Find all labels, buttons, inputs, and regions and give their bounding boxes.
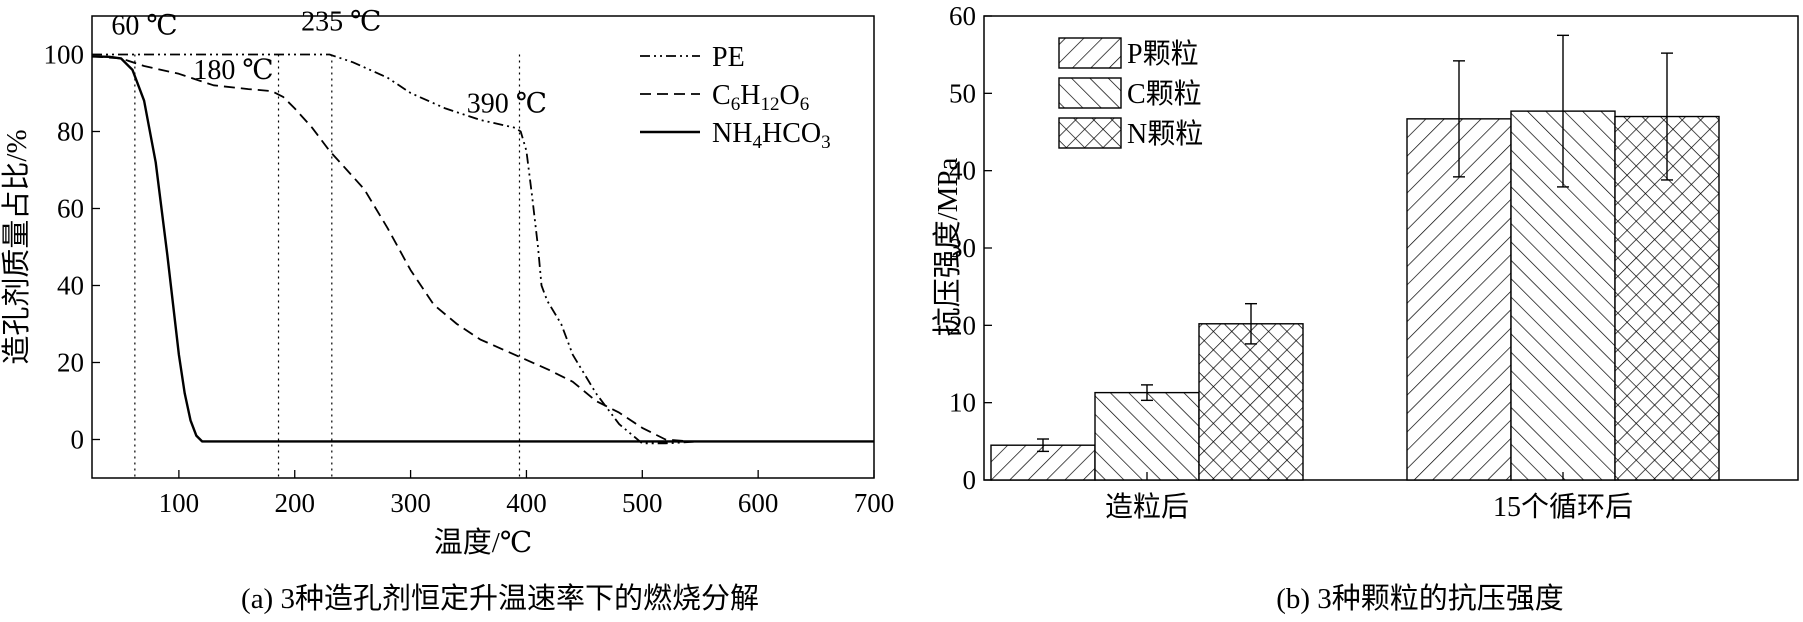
chart-b-ticks: 0 10 20 30 40 50 60 造粒后 15个循环后 [949,1,1633,523]
chart-b-bar [1406,118,1512,481]
chart-b-legend-swatch [1058,77,1122,109]
chart-b: 0 10 20 30 40 50 60 造粒后 15个循环后 P颗粒 C颗粒 N颗粒 抗压强度/MP… [931,1,1799,615]
chart-a-x-tick-label: 500 [622,488,663,518]
chart-b-y-tick-label: 30 [949,233,976,263]
chart-a-annotation: 235 ℃ [301,7,381,38]
chart-a-series-line [92,53,874,445]
chart-a-x-tick-label: 200 [274,488,315,518]
chart-a-annotation: 180 ℃ [193,55,273,86]
chart-b-y-tick-label: 20 [949,310,976,340]
chart-b-y-tick-label: 0 [963,465,977,495]
chart-a-x-tick-label: 600 [738,488,779,518]
chart-a-legend-label: PE [712,42,745,73]
chart-a-legend-label: NH4HCO3 [712,118,831,153]
chart-a-legend-label: C6H12O6 [712,80,809,115]
chart-a-y-tick-label: 20 [57,348,84,378]
chart-b-legend-label: N颗粒 [1127,118,1203,150]
chart-a-x-tick-label: 300 [390,488,431,518]
chart-b-legend-label: P颗粒 [1127,38,1199,70]
chart-b-x-tick-label: 造粒后 [1105,491,1189,523]
chart-a-x-axis-label: 温度/℃ [434,526,533,559]
chart-b-y-tick-label: 50 [949,78,976,108]
chart-a-y-tick-label: 40 [57,271,84,301]
chart-a-plot-frame [91,15,875,479]
chart-a-y-tick-label: 0 [71,425,85,455]
chart-b-bar [1094,391,1200,481]
chart-b-bars [990,34,1720,481]
chart-a-x-tick-label: 400 [506,488,547,518]
chart-a-reference-lines [134,54,521,478]
chart-b-legend: P颗粒 C颗粒 N颗粒 [1058,37,1203,150]
chart-b-y-tick-label: 10 [949,388,976,418]
chart-b-legend-swatch [1058,37,1122,69]
chart-a-annotation: 60 ℃ [111,11,177,42]
chart-b-x-tick-label: 15个循环后 [1493,491,1633,523]
chart-a-series-line [91,55,874,443]
caption-b: (b) 3种颗粒的抗压强度 [1276,582,1564,615]
chart-a-y-tick-label: 80 [57,117,84,147]
chart-a-x-tick-label: 700 [854,488,895,518]
chart-a-x-tick-label: 100 [159,488,200,518]
chart-b-bar [1198,323,1304,481]
chart-a: 100 200 300 400 500 600 700 0 20 40 60 80 100 60 ℃ 18… [0,7,894,615]
chart-a-series-line [91,55,874,443]
chart-b-y-axis-label: 抗压强度/MPa [931,157,964,336]
chart-a-annotation: 390 ℃ [467,89,547,120]
chart-a-series [91,53,874,445]
chart-a-y-tick-label: 60 [57,194,84,224]
chart-b-legend-swatch [1058,117,1122,149]
chart-a-y-tick-label: 100 [44,40,85,70]
chart-b-legend-label: C颗粒 [1127,78,1202,110]
chart-a-y-axis-label: 造孔剂质量占比/% [0,129,33,364]
caption-a: (a) 3种造孔剂恒定升温速率下的燃烧分解 [241,582,759,615]
chart-b-y-tick-label: 60 [949,1,976,31]
chart-b-y-tick-label: 40 [949,156,976,186]
chart-a-ticks: 100 200 300 400 500 600 700 0 20 40 60 80 100 [44,40,895,519]
chart-a-annotations: 60 ℃ 180 ℃ 235 ℃ 390 ℃ [111,7,547,120]
